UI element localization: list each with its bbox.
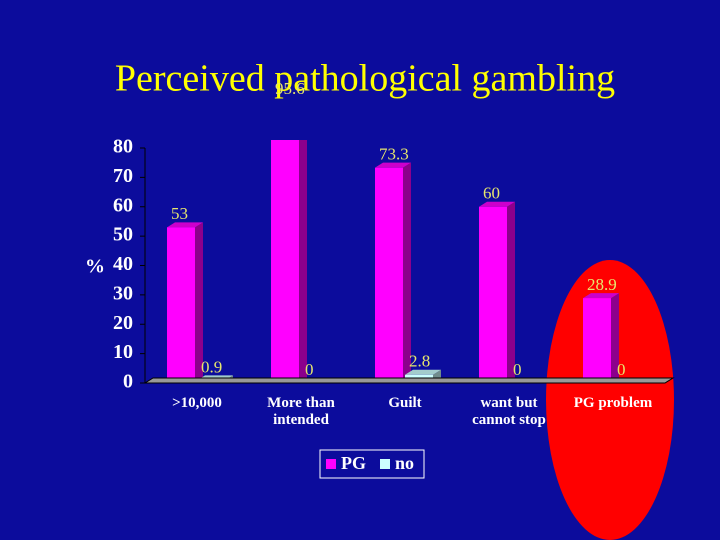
- floor: [143, 377, 675, 384]
- bar-side: [299, 140, 307, 383]
- bar-top: [479, 201, 515, 207]
- legend-label: no: [395, 453, 414, 473]
- y-tick-label: 70: [113, 165, 133, 187]
- data-label: 95.6: [275, 79, 305, 98]
- bar-side: [195, 222, 203, 383]
- y-tick-label: 20: [113, 312, 133, 334]
- y-tick-label: 50: [113, 224, 133, 246]
- data-label: 28.9: [587, 275, 617, 294]
- chart-title: Perceived pathological gambling: [115, 58, 615, 100]
- data-label: 53: [171, 204, 188, 223]
- data-label: 60: [483, 184, 500, 203]
- bar: [375, 167, 403, 383]
- bar-top: [405, 369, 441, 375]
- x-tick-label: >10,000: [172, 395, 222, 411]
- bar-top: [375, 162, 411, 168]
- bar-side: [507, 201, 515, 383]
- bar-top: [167, 222, 203, 228]
- legend-swatch: [326, 459, 336, 469]
- y-axis-label: %: [85, 256, 105, 278]
- x-tick-label: Guilt: [388, 395, 422, 411]
- legend-swatch: [380, 459, 390, 469]
- data-label: 0: [513, 360, 522, 379]
- data-label: 0.9: [201, 357, 222, 376]
- y-tick-label: 30: [113, 282, 133, 304]
- bar: [479, 206, 507, 383]
- x-tick-label: PG problem: [573, 395, 653, 411]
- x-tick-label: want but cannot stop: [472, 395, 546, 428]
- bar-side: [403, 162, 411, 383]
- legend-box: [319, 449, 425, 479]
- data-label: 73.3: [379, 145, 409, 164]
- y-tick-label: 80: [113, 136, 133, 158]
- x-tick-label: More than intended: [267, 395, 335, 428]
- data-label: 2.8: [409, 352, 430, 371]
- y-tick-label: 40: [113, 253, 133, 275]
- bar: [583, 298, 611, 383]
- bar: [271, 140, 299, 384]
- bar: [167, 227, 195, 383]
- y-tick-label: 10: [113, 341, 133, 363]
- data-label: 0: [305, 360, 314, 379]
- highlight-ellipse: [546, 260, 674, 540]
- y-tick-label: 0: [123, 371, 133, 393]
- y-tick-label: 60: [113, 194, 133, 216]
- legend-label: PG: [341, 453, 366, 473]
- bar-top: [583, 293, 619, 299]
- data-label: 0: [617, 360, 626, 379]
- bar-side: [611, 293, 619, 383]
